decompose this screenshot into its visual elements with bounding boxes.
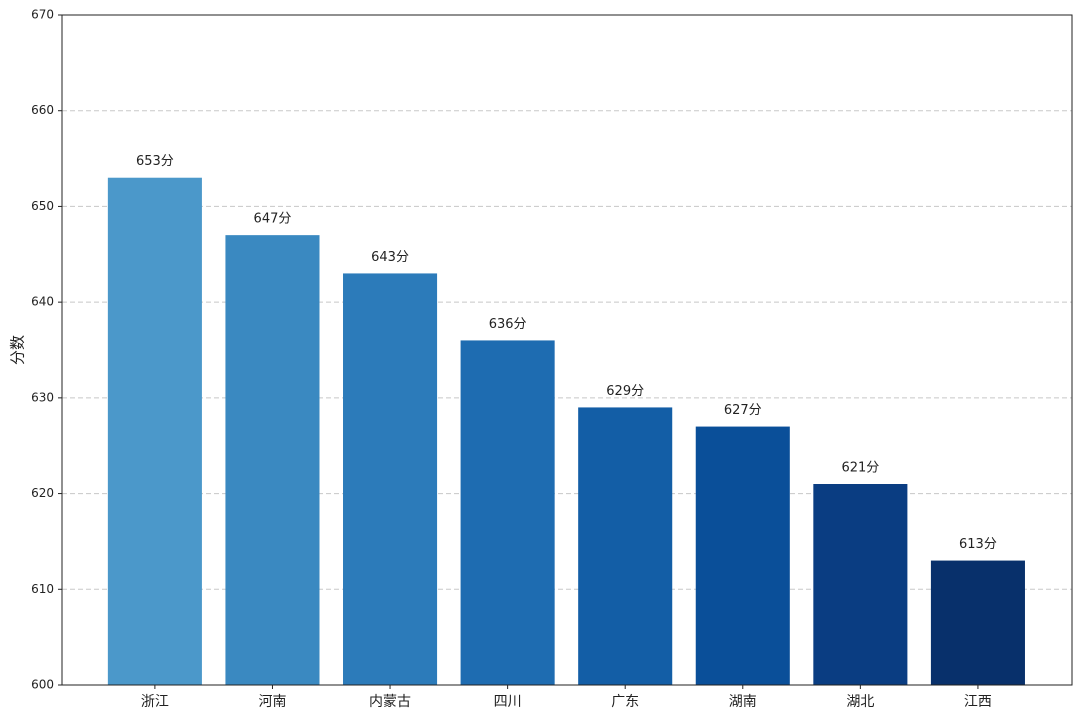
bar [578, 407, 673, 685]
value-label: 643分 [371, 250, 409, 265]
bar [813, 484, 908, 685]
y-tick-label: 650 [31, 199, 54, 213]
value-label: 613分 [959, 537, 997, 552]
y-tick-label: 660 [31, 103, 54, 117]
y-tick-label: 640 [31, 295, 54, 309]
y-axis-label: 分数 [9, 335, 27, 365]
value-label: 629分 [606, 384, 644, 399]
x-tick-label: 广东 [611, 694, 639, 710]
value-label: 621分 [841, 461, 879, 476]
x-tick-label: 河南 [258, 694, 286, 710]
y-tick-label: 670 [31, 8, 54, 22]
x-tick-label: 湖南 [729, 694, 757, 710]
bar [343, 273, 438, 685]
x-tick-label: 浙江 [141, 694, 169, 710]
y-tick-label: 600 [31, 678, 54, 692]
y-tick-label: 630 [31, 390, 54, 404]
value-label: 636分 [489, 317, 527, 332]
y-tick-label: 610 [31, 582, 54, 596]
value-label: 653分 [136, 154, 174, 169]
value-label: 627分 [724, 403, 762, 418]
x-tick-label: 湖北 [846, 694, 874, 710]
x-tick-label: 内蒙古 [369, 694, 411, 710]
y-tick-label: 620 [31, 486, 54, 500]
bar [695, 426, 790, 685]
bar [930, 560, 1025, 685]
bar [225, 235, 320, 685]
bar [460, 340, 555, 685]
bar [107, 177, 202, 685]
plot-frame [61, 14, 1073, 686]
x-tick-label: 四川 [494, 694, 522, 710]
value-label: 647分 [254, 212, 292, 227]
x-tick-label: 江西 [964, 694, 992, 710]
